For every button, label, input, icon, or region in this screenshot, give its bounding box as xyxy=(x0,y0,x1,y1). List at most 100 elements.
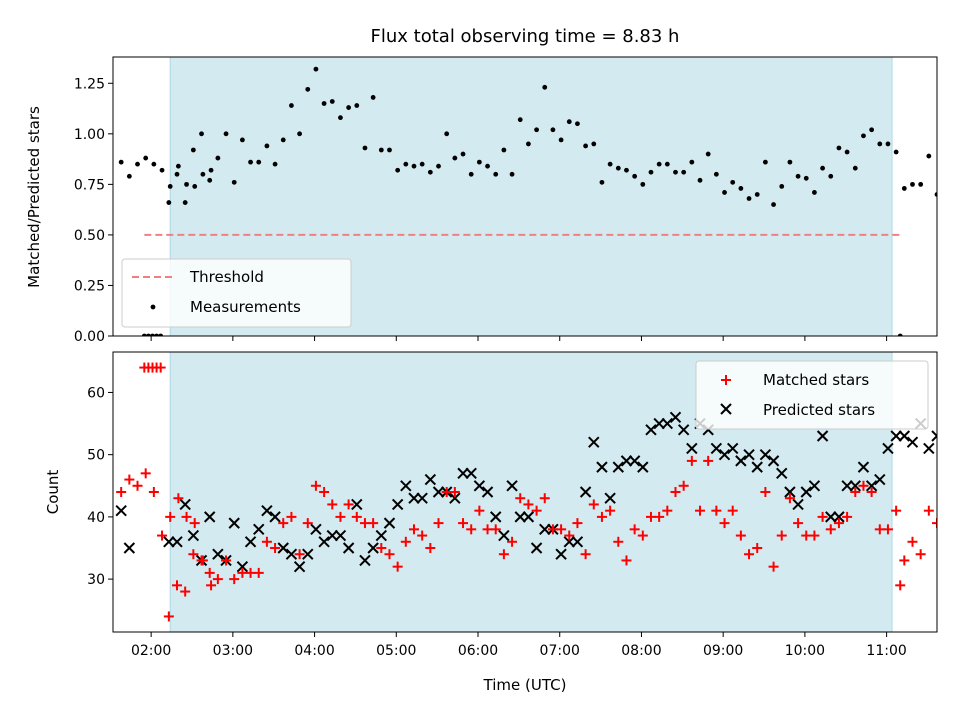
predicted-point xyxy=(171,536,183,548)
predicted-point xyxy=(522,511,535,523)
measurement-point xyxy=(329,99,335,104)
measurement-point xyxy=(118,159,124,165)
predicted-point xyxy=(653,417,665,430)
predicted-point-stroke xyxy=(800,486,812,498)
matched-point xyxy=(253,567,264,578)
predicted-point-stroke xyxy=(857,461,870,473)
predicted-point xyxy=(473,480,486,492)
predicted-point-stroke xyxy=(596,461,608,473)
predicted-point-stroke xyxy=(400,480,412,492)
measurement-point xyxy=(861,133,866,139)
measurement-point xyxy=(378,147,384,153)
legend-label-matched: Matched stars xyxy=(763,371,869,389)
matched-point xyxy=(384,549,395,560)
matched-point xyxy=(719,518,730,529)
matched-point xyxy=(825,524,836,535)
measurement-point xyxy=(844,149,850,155)
predicted-point-stroke xyxy=(212,548,224,560)
measurement-point xyxy=(599,179,605,185)
matched-point xyxy=(678,480,689,491)
matched-point xyxy=(157,530,168,541)
matched-point xyxy=(768,561,779,572)
x-tick-label: 08:00 xyxy=(621,643,661,659)
measurement-point xyxy=(542,84,548,90)
matched-point xyxy=(343,499,354,510)
predicted-point-stroke xyxy=(767,455,780,467)
measurement-point xyxy=(354,103,360,108)
predicted-point xyxy=(277,542,289,554)
predicted-point xyxy=(285,548,298,560)
measurement-point xyxy=(346,105,352,110)
predicted-point-stroke xyxy=(686,442,698,455)
measurement-point xyxy=(444,131,450,137)
x-tick-label: 09:00 xyxy=(703,643,743,659)
y-tick-label: 1.00 xyxy=(74,127,105,143)
measurement-point xyxy=(583,143,589,149)
matched-point xyxy=(662,505,673,516)
measurement-point xyxy=(509,171,515,177)
predicted-point-stroke xyxy=(498,529,510,542)
predicted-point-stroke xyxy=(285,548,298,560)
matched-point xyxy=(132,480,143,491)
predicted-point-stroke xyxy=(277,542,289,554)
predicted-point xyxy=(906,436,919,448)
predicted-point-stroke xyxy=(302,548,314,560)
matched-point xyxy=(116,487,127,497)
predicted-point-stroke xyxy=(645,424,657,436)
predicted-point xyxy=(931,430,937,442)
predicted-point xyxy=(735,455,747,467)
predicted-point-stroke xyxy=(334,529,347,542)
predicted-point-stroke xyxy=(359,554,371,567)
matched-point xyxy=(474,505,485,516)
measurement-point xyxy=(215,155,221,161)
matched-point xyxy=(335,511,346,522)
x-tick-label: 05:00 xyxy=(376,643,416,659)
matched-point xyxy=(498,549,509,560)
measurement-point xyxy=(869,127,875,133)
x-tick-label: 07:00 xyxy=(540,643,580,659)
matched-point xyxy=(449,487,460,497)
predicted-point-stroke xyxy=(898,430,911,442)
matched-point xyxy=(392,561,403,572)
matched-point xyxy=(572,518,583,529)
predicted-point xyxy=(596,461,608,473)
legend-label-predicted: Predicted stars xyxy=(763,401,875,419)
y-axis-ticks: 0.00 0.25 0.50 0.75 1.00 1.25 xyxy=(74,76,113,345)
matched-point xyxy=(539,493,550,504)
predicted-point xyxy=(253,523,265,536)
matched-point xyxy=(915,549,926,560)
measurement-point xyxy=(852,165,858,171)
predicted-point xyxy=(318,536,330,548)
measurement-point xyxy=(501,147,507,153)
predicted-point xyxy=(686,442,698,455)
matched-point xyxy=(466,524,477,535)
matched-point xyxy=(155,362,166,373)
matched-point xyxy=(531,505,542,516)
measurement-point xyxy=(427,169,433,175)
matched-point xyxy=(564,530,575,541)
predicted-point xyxy=(449,492,461,504)
predicted-point xyxy=(808,480,821,492)
predicted-point-stroke xyxy=(653,417,665,430)
matched-point xyxy=(670,487,681,497)
predicted-point-stroke xyxy=(351,498,363,511)
chart-title: Flux total observing time = 8.83 h xyxy=(371,26,680,47)
predicted-point-stroke xyxy=(490,511,502,523)
predicted-point xyxy=(506,480,518,492)
predicted-point-stroke xyxy=(890,430,902,442)
predicted-point xyxy=(408,492,420,504)
measurement-point xyxy=(154,333,159,336)
predicted-point-stroke xyxy=(367,542,379,554)
predicted-point xyxy=(571,536,584,548)
predicted-point-stroke xyxy=(457,467,469,480)
measurement-point xyxy=(897,333,903,336)
predicted-legend-swatch xyxy=(720,403,732,415)
y-tick-label: 0.00 xyxy=(74,329,105,345)
predicted-point-stroke xyxy=(612,461,625,473)
x-tick-label: 11:00 xyxy=(866,643,906,659)
measurement-point xyxy=(885,141,891,147)
matched-point xyxy=(417,530,428,541)
measurement-point xyxy=(697,177,703,183)
matched-point xyxy=(181,511,192,522)
